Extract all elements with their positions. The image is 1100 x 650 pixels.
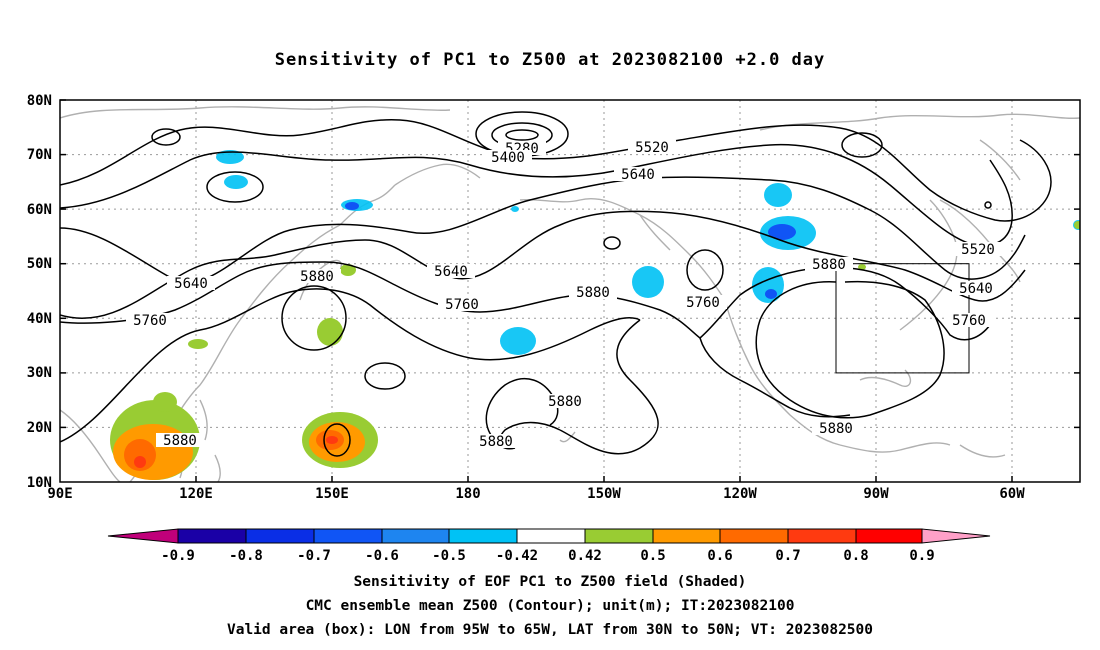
colorbar-cell <box>516 528 586 544</box>
map-title: Sensitivity of PC1 to Z500 at 2023082100… <box>274 50 826 70</box>
colorbar-cell <box>584 528 654 544</box>
caption-line-2: CMC ensemble mean Z500 (Contour); unit(m… <box>305 598 795 614</box>
colorbar-cell <box>719 528 789 544</box>
colorbar-cell <box>855 528 923 544</box>
contour-label: 5760 <box>952 313 986 329</box>
colorbar-ticks: -0.9 -0.8 -0.7 -0.6 -0.5 -0.42 0.42 0.5 … <box>161 548 935 564</box>
lat-label: 70N <box>27 147 52 163</box>
colorbar-cell <box>787 528 857 544</box>
colorbar-tick-label: 0.5 <box>640 548 665 564</box>
shaded-regions <box>110 150 1080 480</box>
lon-label: 90E <box>47 486 72 502</box>
lat-label: 20N <box>27 420 52 436</box>
latitude-labels: 80N 70N 60N 50N 40N 30N 20N 10N <box>27 93 52 491</box>
colorbar-cell <box>107 528 179 544</box>
colorbar-tick-label: 0.9 <box>909 548 934 564</box>
contour-label: 5760 <box>445 297 479 313</box>
contour-label: 5880 <box>819 421 853 437</box>
colorbar <box>107 528 991 544</box>
contour-label: 5640 <box>621 167 655 183</box>
colorbar-tick-label: -0.9 <box>161 548 195 564</box>
contour-label: 5880 <box>300 269 334 285</box>
lat-label: 10N <box>27 475 52 491</box>
map-frame <box>59 99 1081 483</box>
colorbar-cell <box>921 528 991 544</box>
lon-label: 120W <box>723 486 757 502</box>
contour-label: 5760 <box>133 313 167 329</box>
lat-label: 40N <box>27 311 52 327</box>
colorbar-tick-label: -0.8 <box>229 548 263 564</box>
contour-label: 5880 <box>163 433 197 449</box>
colorbar-tick-label: -0.42 <box>496 548 538 564</box>
colorbar-tick-label: 0.8 <box>843 548 868 564</box>
contour-label: 5880 <box>479 434 513 450</box>
colorbar-tick-label: 0.7 <box>775 548 800 564</box>
colorbar-cell <box>245 528 315 544</box>
contour-label: 5880 <box>576 285 610 301</box>
contour-label: 5760 <box>686 295 720 311</box>
contour-label: 5520 <box>961 242 995 258</box>
colorbar-cell <box>177 528 247 544</box>
colorbar-tick-label: -0.5 <box>432 548 466 564</box>
contour-label: 5520 <box>635 140 669 156</box>
lon-label: 150E <box>315 486 349 502</box>
caption-line-3: Valid area (box): LON from 95W to 65W, L… <box>226 622 873 638</box>
colorbar-tick-label: 0.6 <box>707 548 732 564</box>
colorbar-tick-label: -0.6 <box>365 548 399 564</box>
colorbar-cell <box>448 528 518 544</box>
contour-label: 5400 <box>491 150 525 166</box>
contour-label: 5880 <box>812 257 846 273</box>
lat-label: 50N <box>27 256 52 272</box>
contour-label: 5640 <box>174 276 208 292</box>
contour-label: 5640 <box>959 281 993 297</box>
lat-label: 60N <box>27 202 52 218</box>
lon-label: 60W <box>999 486 1025 502</box>
colorbar-cell <box>313 528 383 544</box>
colorbar-tick-label: 0.42 <box>568 548 602 564</box>
lat-label: 80N <box>27 93 52 109</box>
colorbar-tick-label: -0.7 <box>297 548 331 564</box>
colorbar-cell <box>652 528 721 544</box>
contour-label: 5880 <box>548 394 582 410</box>
longitude-labels: 90E 120E 150E 180 150W 120W 90W 60W <box>47 486 1025 502</box>
lon-label: 180 <box>455 486 480 502</box>
colorbar-cell <box>381 528 450 544</box>
contour-label-group: 5280 5400 5520 5640 5640 5640 5760 5760 … <box>126 140 1002 450</box>
lon-label: 90W <box>863 486 889 502</box>
lon-label: 150W <box>587 486 621 502</box>
contour-label: 5640 <box>434 264 468 280</box>
lon-label: 120E <box>179 486 213 502</box>
lat-label: 30N <box>27 365 52 381</box>
caption-line-1: Sensitivity of EOF PC1 to Z500 field (Sh… <box>353 574 747 590</box>
